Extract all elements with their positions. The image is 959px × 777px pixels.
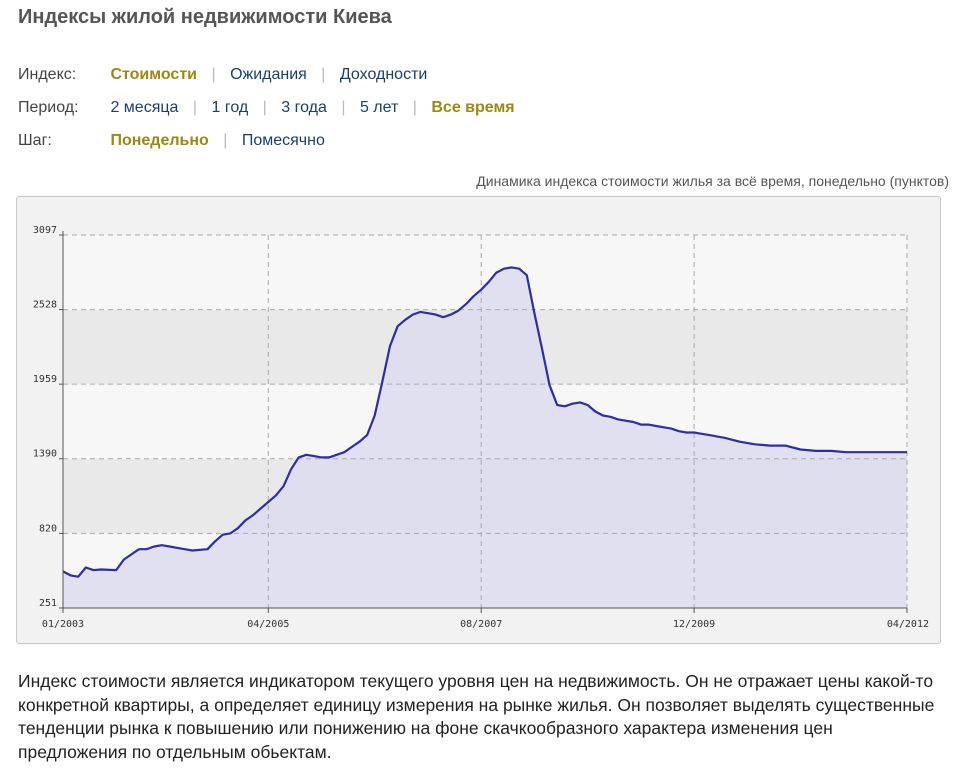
x-tick-label: 01/2003 — [42, 619, 84, 630]
filter-label-period: Период: — [18, 99, 79, 116]
option-period-5-years[interactable]: 5 лет — [359, 99, 399, 116]
option-period-1-year[interactable]: 1 год — [211, 99, 249, 116]
x-tick-label: 04/2005 — [247, 619, 289, 630]
filter-row-period: Период: 2 месяца | 1 год | 3 года | 5 ле… — [18, 98, 515, 118]
filter-row-step: Шаг: Понедельно | Помесячно — [18, 131, 325, 151]
series-area — [63, 267, 907, 608]
separator: | — [211, 66, 216, 83]
option-value-index[interactable]: Стоимости — [110, 66, 197, 83]
separator: | — [262, 99, 267, 116]
y-tick-label: 1390 — [33, 449, 57, 460]
option-yield-index[interactable]: Доходности — [339, 66, 428, 83]
separator: | — [341, 99, 346, 116]
option-period-3-years[interactable]: 3 года — [281, 99, 327, 116]
y-tick-label: 820 — [39, 523, 57, 534]
series-line — [62, 266, 907, 578]
separator: | — [223, 132, 228, 149]
page-title: Индексы жилой недвижимости Киева — [18, 6, 392, 28]
chart-frame: 251 820 1390 1959 2528 3097 01/2003 04/2005 08/2… — [16, 196, 941, 644]
x-tick-label: 08/2007 — [460, 619, 502, 630]
filter-label-step: Шаг: — [18, 132, 52, 149]
separator: | — [321, 66, 326, 83]
y-tick-label: 2528 — [33, 300, 57, 311]
price-index-chart: 251 820 1390 1959 2528 3097 01/2003 04/2005 08/2… — [33, 225, 929, 630]
separator: | — [412, 99, 417, 116]
chart-caption: Динамика индекса стоимости жилья за всё … — [476, 173, 949, 189]
y-tick-label: 251 — [39, 598, 57, 609]
option-expectations-index[interactable]: Ожидания — [230, 66, 307, 83]
x-tick-label: 04/2012 — [887, 619, 929, 630]
separator: | — [192, 99, 198, 116]
y-tick-label: 1959 — [33, 374, 57, 385]
option-step-monthly[interactable]: Помесячно — [241, 132, 325, 149]
option-step-weekly[interactable]: Понедельно — [110, 132, 209, 149]
description-text: Индекс стоимости является индикатором те… — [18, 671, 935, 762]
x-tick-label: 12/2009 — [673, 619, 715, 630]
filter-row-index: Индекс: Стоимости | Ожидания | Доходност… — [18, 65, 427, 85]
filter-label-index: Индекс: — [18, 66, 77, 83]
option-period-all-time[interactable]: Все время — [431, 99, 515, 116]
y-tick-label: 3097 — [33, 225, 57, 236]
option-period-2-months[interactable]: 2 месяца — [110, 99, 179, 116]
